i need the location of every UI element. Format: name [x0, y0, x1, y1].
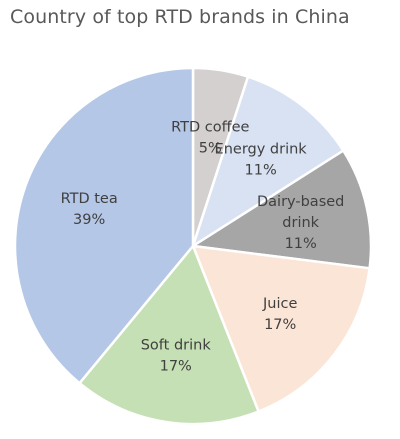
slice-label-rtd-tea: RTD tea 39%: [61, 191, 118, 228]
slice-labels: RTD coffee 5%Energy drink 11% Dairy-based dr…: [61, 120, 345, 375]
pie-slice-rtd-tea: [13, 66, 195, 385]
slice-label-energy-drink: Energy drink 11%: [215, 141, 308, 178]
slice-category-label: Dairy-based: [257, 194, 344, 210]
pie-slice-soft-drink: [78, 244, 260, 426]
slice-label-dairy-based-drink: Dairy-based drink 11%: [257, 194, 344, 252]
slice-category-label: Juice: [262, 296, 297, 312]
slice-value-label: 17%: [160, 359, 192, 375]
slice-category-label: Energy drink: [215, 141, 308, 157]
pie-slice-dairy-based-drink: [191, 149, 373, 270]
slice-category-label: RTD tea: [61, 191, 118, 207]
slice-value-label: 11%: [245, 162, 277, 178]
slice-label-rtd-coffee: RTD coffee 5%: [171, 120, 249, 157]
slice-value-label: 11%: [285, 236, 317, 252]
slice-value-label: 39%: [73, 212, 105, 228]
slice-category-label: RTD coffee: [171, 120, 249, 136]
pie-slice-juice: [191, 244, 371, 413]
pie-slices: [13, 66, 373, 426]
chart-title: Country of top RTD brands in China: [10, 6, 350, 28]
slice-category-label: Soft drink: [141, 338, 212, 354]
slice-label-soft-drink: Soft drink 17%: [141, 338, 212, 375]
slice-category-label: drink: [282, 215, 319, 231]
slice-value-label: 17%: [264, 317, 296, 333]
slice-value-label: 5%: [199, 141, 222, 157]
pie-slice-energy-drink: [191, 75, 345, 248]
slice-label-juice: Juice 17%: [262, 296, 297, 333]
